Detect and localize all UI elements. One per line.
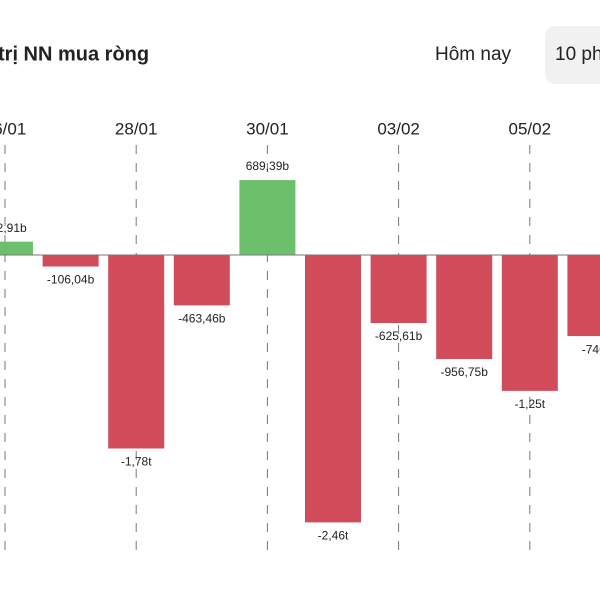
x-tick-label: 05/02 (509, 119, 552, 138)
x-tick-label: 28/01 (115, 119, 158, 138)
x-tick-label: 30/01 (246, 119, 289, 138)
x-tick-label: 26/01 (0, 119, 26, 138)
bar (173, 255, 230, 306)
tab[interactable]: Hôm nay (435, 44, 512, 65)
tab-selected-bg[interactable] (545, 26, 600, 84)
data-label: -463,46b (178, 312, 226, 326)
data-label: -746, (582, 342, 600, 356)
bar (0, 241, 33, 255)
bar (436, 255, 493, 359)
bar (305, 255, 361, 523)
bar (501, 255, 558, 391)
data-label: -106,04b (47, 273, 95, 287)
bar (108, 255, 165, 449)
data-label: -2,46t (318, 529, 349, 543)
data-label: -956,75b (441, 365, 489, 379)
tab[interactable]: 10 ph (555, 44, 600, 65)
x-tick-label: 03/02 (377, 119, 420, 138)
bar (567, 255, 600, 337)
data-label: 689,39b (246, 159, 290, 173)
data-label: -625,61b (375, 329, 423, 343)
chart-title: trị NN mua ròng (0, 43, 149, 65)
data-label: -1,78t (121, 455, 152, 469)
bar (42, 255, 99, 267)
bar (239, 180, 296, 255)
bar (370, 255, 427, 324)
data-label: 122,91b (0, 221, 27, 235)
data-label: -1,25t (514, 397, 545, 411)
